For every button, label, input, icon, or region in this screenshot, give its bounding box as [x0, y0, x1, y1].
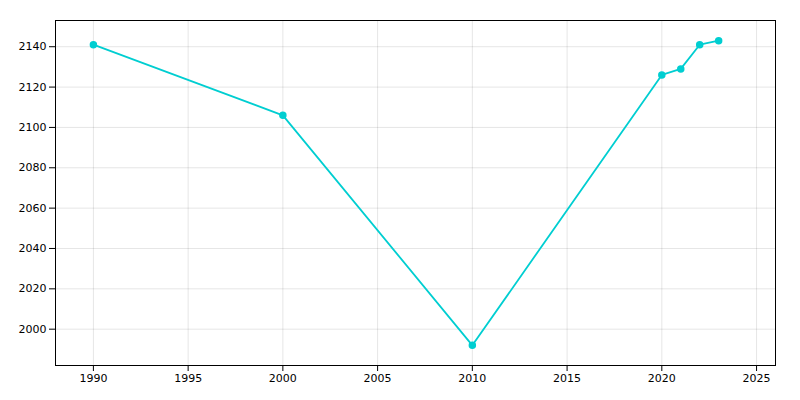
svg-text:2040: 2040: [19, 242, 47, 255]
svg-text:2015: 2015: [553, 372, 581, 385]
svg-text:2120: 2120: [19, 81, 47, 94]
svg-text:2025: 2025: [743, 372, 771, 385]
svg-text:2140: 2140: [19, 40, 47, 53]
svg-text:2010: 2010: [458, 372, 486, 385]
svg-text:1990: 1990: [79, 372, 107, 385]
svg-text:1995: 1995: [174, 372, 202, 385]
svg-text:2000: 2000: [269, 372, 297, 385]
svg-text:2020: 2020: [19, 282, 47, 295]
svg-text:2080: 2080: [19, 161, 47, 174]
svg-text:2005: 2005: [364, 372, 392, 385]
svg-text:2020: 2020: [648, 372, 676, 385]
svg-text:2060: 2060: [19, 202, 47, 215]
svg-text:2000: 2000: [19, 323, 47, 336]
svg-text:2100: 2100: [19, 121, 47, 134]
